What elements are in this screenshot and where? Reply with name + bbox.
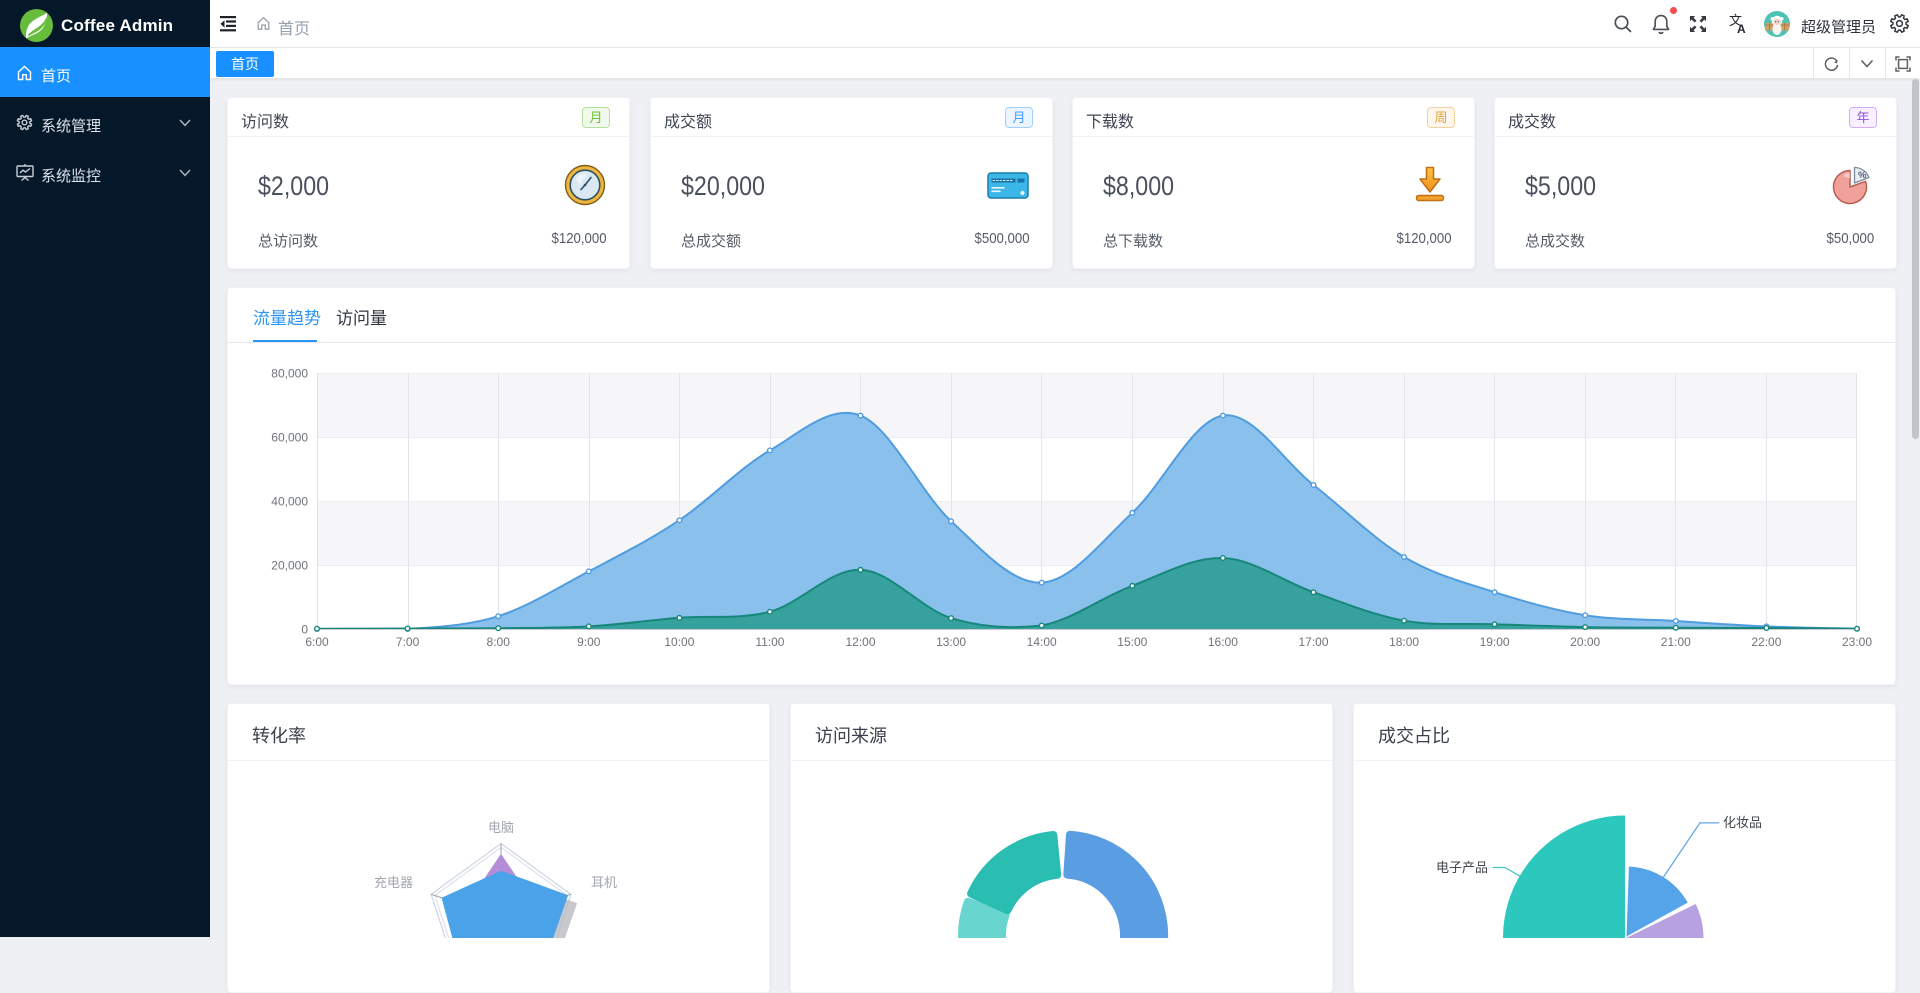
- svg-text:7:00: 7:00: [396, 635, 420, 649]
- svg-text:11:00: 11:00: [755, 635, 784, 649]
- svg-text:电子产品: 电子产品: [1436, 860, 1488, 875]
- svg-text:8:00: 8:00: [487, 635, 511, 649]
- svg-text:80,000: 80,000: [271, 367, 308, 381]
- svg-text:0: 0: [301, 623, 308, 637]
- svg-text:电脑: 电脑: [488, 820, 514, 835]
- svg-text:A: A: [1737, 22, 1746, 36]
- svg-text:9:00: 9:00: [577, 635, 601, 649]
- svg-text:%: %: [1858, 170, 1867, 181]
- svg-text:12:00: 12:00: [845, 635, 875, 649]
- svg-text:14:00: 14:00: [1027, 635, 1057, 649]
- svg-text:20:00: 20:00: [1570, 635, 1600, 649]
- svg-text:60,000: 60,000: [271, 431, 308, 445]
- svg-text:23:00: 23:00: [1842, 635, 1872, 649]
- svg-text:10:00: 10:00: [664, 635, 694, 649]
- svg-text:充电器: 充电器: [374, 875, 413, 890]
- svg-text:21:00: 21:00: [1661, 635, 1691, 649]
- svg-text:18:00: 18:00: [1389, 635, 1419, 649]
- svg-text:19:00: 19:00: [1480, 635, 1510, 649]
- svg-text:耳机: 耳机: [591, 875, 617, 890]
- svg-text:17:00: 17:00: [1298, 635, 1328, 649]
- svg-text:文: 文: [1729, 13, 1742, 28]
- svg-text:16:00: 16:00: [1208, 635, 1238, 649]
- svg-text:化妆品: 化妆品: [1723, 815, 1762, 830]
- svg-text:40,000: 40,000: [271, 495, 308, 509]
- svg-text:15:00: 15:00: [1117, 635, 1147, 649]
- svg-text:6:00: 6:00: [305, 635, 329, 649]
- svg-text:22:00: 22:00: [1751, 635, 1781, 649]
- svg-text:20,000: 20,000: [271, 559, 308, 573]
- svg-text:13:00: 13:00: [936, 635, 966, 649]
